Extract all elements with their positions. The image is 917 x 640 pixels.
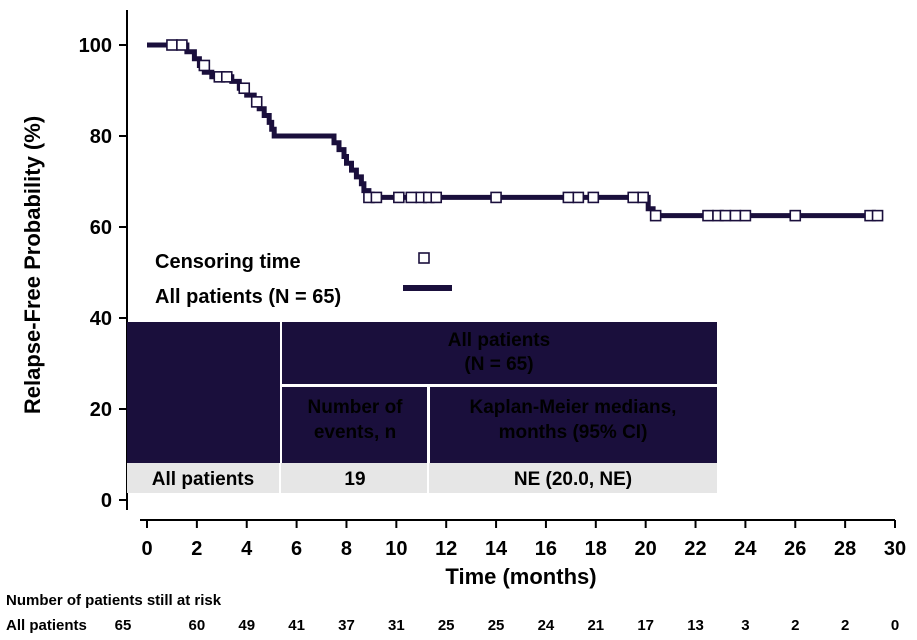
censor-mark <box>176 39 188 51</box>
censor-mark <box>871 209 884 222</box>
table-col-header-events-text: Number of <box>308 397 404 418</box>
legend-censor-symbol <box>418 252 430 264</box>
table-group-header <box>282 322 717 384</box>
table-col-header-events-text: events, n <box>314 422 396 443</box>
risk-count: 21 <box>587 617 604 634</box>
risk-table-row-label: All patients <box>6 617 87 634</box>
risk-count: 41 <box>288 617 305 634</box>
table-data-row <box>127 463 717 493</box>
censor-mark <box>250 96 263 108</box>
x-tick-label: 2 <box>191 538 202 560</box>
legend-label-censoring: Censoring time <box>155 251 301 273</box>
table-group-header-text: (N = 65) <box>464 354 533 375</box>
risk-table: Number of patients still at risk All pati… <box>6 592 899 634</box>
risk-count: 25 <box>438 617 455 634</box>
table-col-header-medians-text: Kaplan-Meier medians, <box>470 397 677 418</box>
legend: Censoring time All patients (N = 65) <box>155 251 452 308</box>
table-cell-events: 19 <box>344 469 365 490</box>
censor-mark <box>370 191 383 204</box>
x-tick-label: 4 <box>241 538 253 560</box>
x-tick-label: 14 <box>485 538 508 560</box>
risk-count: 25 <box>488 617 505 634</box>
censor-mark <box>393 191 405 204</box>
x-tick-label: 16 <box>535 538 557 560</box>
censor-mark <box>702 209 714 222</box>
x-tick-label: 6 <box>291 538 302 560</box>
risk-table-title: Number of patients still at risk <box>6 592 222 609</box>
x-tick-label: 12 <box>435 538 457 560</box>
censor-mark <box>789 209 802 222</box>
censor-mark <box>729 209 742 222</box>
x-tick-label: 28 <box>834 538 856 560</box>
censor-mark <box>587 191 600 204</box>
y-tick-label: 60 <box>90 217 112 239</box>
censor-mark <box>572 191 585 204</box>
y-tick-label: 0 <box>101 490 112 512</box>
risk-count: 0 <box>891 617 899 634</box>
censor-mark <box>739 209 752 222</box>
risk-count: 49 <box>238 617 255 634</box>
summary-table: All patients (N = 65) Number of events, n Ka… <box>127 322 717 493</box>
table-corner-cell <box>127 322 280 463</box>
x-tick-label: 30 <box>884 538 906 560</box>
risk-count: 13 <box>687 617 704 634</box>
x-tick-label: 10 <box>385 538 407 560</box>
x-tick-label: 24 <box>734 538 757 560</box>
censor-mark <box>490 191 502 204</box>
y-axis-title: Relapse-Free Probability (%) <box>20 116 45 414</box>
y-tick-label: 20 <box>90 399 112 421</box>
survival-curve <box>147 42 883 219</box>
y-tick-label: 40 <box>90 308 112 330</box>
risk-count: 31 <box>388 617 405 634</box>
legend-label-all-patients: All patients (N = 65) <box>155 286 341 308</box>
x-tick-label: 26 <box>784 538 806 560</box>
censor-mark <box>198 59 211 72</box>
table-group-header-text: All patients <box>448 330 550 351</box>
risk-count: 37 <box>338 617 355 634</box>
x-tick-label: 18 <box>585 538 607 560</box>
x-tick-label: 0 <box>141 538 152 560</box>
table-col-header-medians <box>430 387 717 463</box>
risk-count: 2 <box>791 617 799 634</box>
risk-count: 65 <box>115 617 132 634</box>
censor-mark <box>430 191 443 204</box>
table-col-header-medians-text: months (95% CI) <box>499 422 648 443</box>
y-tick-label: 80 <box>90 126 112 148</box>
risk-count: 24 <box>538 617 555 634</box>
censor-mark <box>220 71 233 83</box>
censor-mark <box>405 191 418 204</box>
table-cell-median: NE (20.0, NE) <box>514 469 632 490</box>
censor-mark <box>627 191 640 204</box>
survival-step-line <box>147 42 883 219</box>
x-tick-label: 22 <box>684 538 706 560</box>
risk-count: 2 <box>841 617 849 634</box>
censor-mark <box>166 39 178 51</box>
table-col-header-events <box>282 387 427 463</box>
censor-mark <box>238 82 251 95</box>
censor-mark <box>562 191 575 204</box>
risk-count: 17 <box>637 617 654 634</box>
y-tick-label: 100 <box>79 35 112 57</box>
x-tick-label: 8 <box>341 538 352 560</box>
censor-marks <box>166 39 884 222</box>
table-row-label: All patients <box>152 469 254 490</box>
censor-mark <box>719 209 732 222</box>
x-axis-title: Time (months) <box>445 564 596 589</box>
censor-mark <box>649 209 662 222</box>
risk-count: 60 <box>189 617 206 634</box>
censor-mark <box>637 191 649 204</box>
x-tick-label: 20 <box>635 538 657 560</box>
risk-count: 3 <box>741 617 749 634</box>
